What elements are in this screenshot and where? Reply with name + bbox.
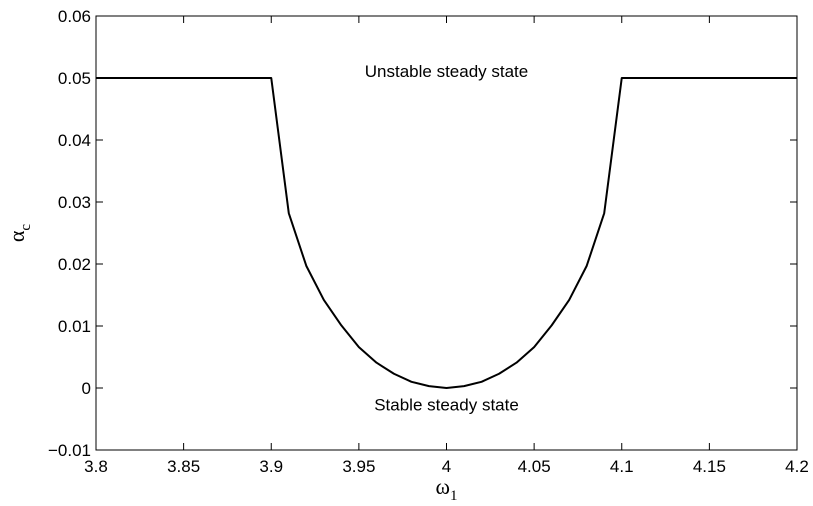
x-axis-label: ω1 <box>436 474 458 504</box>
svg-text:αc: αc <box>4 224 34 243</box>
annotation-layer: Unstable steady state Stable steady state <box>365 62 528 415</box>
plot-frame <box>95 15 798 451</box>
series-line <box>96 77 797 389</box>
x-tick-label: 4 <box>442 457 451 476</box>
x-tick-label: 3.95 <box>342 457 375 476</box>
x-tick-label: 4.1 <box>610 457 634 476</box>
x-tick-label: 4.05 <box>518 457 551 476</box>
y-tick-label: 0 <box>82 379 91 398</box>
x-tick-label: 3.85 <box>167 457 200 476</box>
x-tick-label: 3.8 <box>84 457 108 476</box>
y-axis-ticks: −0.01 0 0.01 0.02 0.03 0.04 0.05 0.06 <box>48 7 797 460</box>
y-tick-label: 0.05 <box>58 69 91 88</box>
y-tick-label: 0.04 <box>58 131 91 150</box>
x-tick-label: 4.2 <box>785 457 809 476</box>
x-tick-label: 3.9 <box>259 457 283 476</box>
y-axis-label-subscript: c <box>18 224 34 231</box>
region-annotation: Unstable steady state <box>365 62 528 81</box>
y-tick-label: 0.01 <box>58 317 91 336</box>
series-layer <box>96 77 797 389</box>
y-tick-label: 0.03 <box>58 193 91 212</box>
y-tick-label: −0.01 <box>48 441 91 460</box>
x-axis-label-subscript: 1 <box>450 488 458 504</box>
y-axis-label: αc <box>4 224 34 243</box>
y-tick-label: 0.02 <box>58 255 91 274</box>
y-tick-label: 0.06 <box>58 7 91 26</box>
y-axis-label-symbol: α <box>4 230 29 242</box>
x-axis-ticks: 3.8 3.85 3.9 3.95 4 4.05 4.1 4.15 4.2 <box>84 16 809 476</box>
region-annotation: Stable steady state <box>374 395 519 414</box>
x-axis-label-symbol: ω <box>436 474 450 499</box>
x-tick-label: 4.15 <box>693 457 726 476</box>
